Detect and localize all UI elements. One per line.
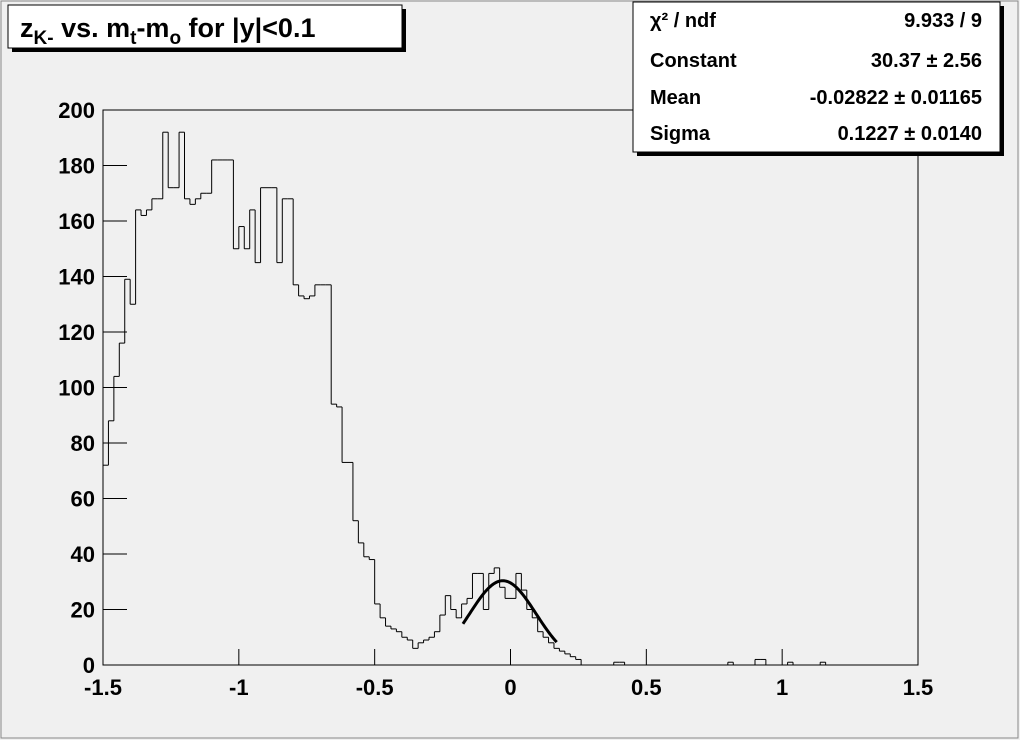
stats-name: Constant [650,50,737,72]
title-text: vs. m [54,13,131,43]
x-tick-label: 1.5 [903,675,934,700]
y-tick-label: 180 [58,154,95,179]
y-tick-label: 100 [58,376,95,401]
title-box [7,4,403,49]
y-tick-label: 120 [58,320,95,345]
x-tick-label: -0.5 [356,675,394,700]
y-tick-label: 0 [83,653,95,678]
title-text: -m [136,13,169,43]
title-subscript: o [169,28,181,49]
stats-name: χ² / ndf [650,10,716,32]
x-tick-label: 1 [776,675,788,700]
stats-name: Sigma [650,123,711,145]
x-tick-label: -1.5 [84,675,122,700]
title-subscript: t [130,28,137,49]
y-tick-label: 40 [71,542,95,567]
title-text: z [20,13,34,43]
title-text: for |y|<0.1 [181,13,315,43]
y-tick-label: 60 [71,487,95,512]
chart-title: zK- vs. mt-mo for |y|<0.1 [20,13,315,49]
title-subscript: K- [34,28,54,49]
x-tick-label: 0.5 [631,675,662,700]
y-tick-label: 80 [71,431,95,456]
fit-curve [461,579,558,644]
stats-value: -0.02822 ± 0.01165 [810,87,982,109]
stats-value: 30.37 ± 2.56 [871,50,982,72]
stats-box [632,1,1001,153]
x-tick-label: 0 [504,675,516,700]
y-tick-label: 160 [58,209,95,234]
y-tick-label: 200 [58,98,95,123]
stats-name: Mean [650,87,701,109]
stats-value: 9.933 / 9 [904,10,982,32]
y-tick-label: 140 [58,265,95,290]
stats-value: 0.1227 ± 0.0140 [838,123,982,145]
y-tick-label: 20 [71,598,95,623]
x-tick-label: -1 [229,675,249,700]
